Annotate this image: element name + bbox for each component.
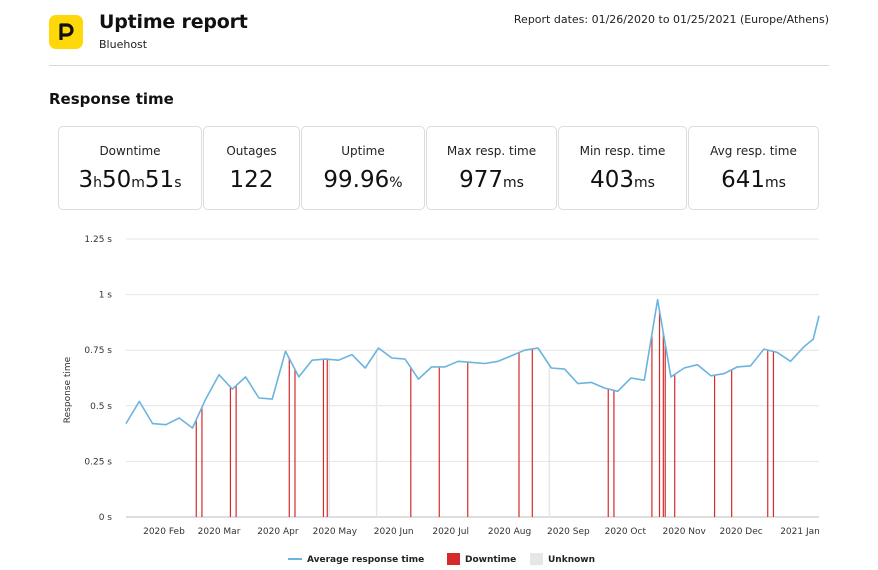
min-resp-card: Min resp. time 403ms [558, 126, 687, 210]
uptime-number: 99.96 [323, 167, 390, 193]
min-resp-label: Min resp. time [579, 144, 666, 158]
x-tick-label: 2020 Nov [663, 527, 707, 537]
x-tick-label: 2020 Aug [488, 527, 531, 537]
downtime-label: Downtime [99, 144, 161, 158]
downtime-seconds-unit: s [174, 175, 182, 191]
x-tick-label: 2020 Dec [720, 527, 763, 537]
header-divider [49, 65, 829, 66]
y-axis-title: Response time [63, 356, 73, 423]
downtime-minutes: 50 [102, 167, 132, 193]
outages-card: Outages 122 [203, 126, 300, 210]
y-tick-label: 0.25 s [84, 457, 112, 467]
downtime-hours: 3 [78, 167, 94, 193]
y-tick-label: 0.5 s [90, 402, 112, 412]
max-resp-label: Max resp. time [446, 144, 537, 158]
downtime-value: 3h50m51s [59, 167, 201, 193]
brand-p-logo-icon [59, 23, 74, 40]
downtime-seconds: 51 [144, 167, 175, 193]
x-tick-label: 2020 Mar [198, 527, 241, 537]
report-dates: Report dates: 01/26/2020 to 01/25/2021 (… [513, 13, 829, 26]
max-resp-unit: ms [502, 175, 524, 191]
uptime-value: 99.96% [302, 167, 424, 193]
monitor-name: Bluehost [99, 38, 148, 51]
outages-value: 122 [229, 167, 274, 193]
x-tick-label: 2020 Feb [143, 527, 185, 537]
x-tick-label: 2020 Jul [432, 527, 469, 537]
y-tick-label: 1.25 s [84, 235, 112, 245]
downtime-minutes-unit: m [131, 175, 145, 191]
response-time-line [125, 298, 820, 429]
max-resp-value: 977ms [427, 167, 556, 193]
uptime-card: Uptime 99.96% [301, 126, 425, 210]
outages-label: Outages [226, 144, 277, 158]
x-tick-label: 2020 Sep [547, 527, 590, 537]
uptime-label: Uptime [341, 144, 385, 158]
min-resp-value: 403ms [559, 167, 686, 193]
downtime-hours-unit: h [93, 175, 102, 191]
min-resp-number: 403 [590, 167, 634, 193]
legend-label-downtime: Downtime [465, 555, 516, 565]
avg-resp-card: Avg resp. time 641ms [688, 126, 819, 210]
legend-unknown-swatch [530, 553, 543, 565]
legend-downtime-swatch [447, 553, 460, 565]
avg-resp-label: Avg resp. time [710, 144, 797, 158]
x-tick-label: 2021 Jan [780, 527, 820, 537]
avg-resp-unit: ms [764, 175, 786, 191]
brand-logo [49, 15, 83, 49]
section-title: Response time [49, 90, 174, 108]
y-tick-label: 1 s [99, 291, 113, 301]
max-resp-card: Max resp. time 977ms [426, 126, 557, 210]
x-tick-label: 2020 Oct [605, 527, 647, 537]
x-tick-label: 2020 Jun [374, 527, 414, 537]
max-resp-number: 977 [459, 167, 503, 193]
y-tick-label: 0.75 s [84, 346, 112, 356]
x-tick-label: 2020 May [313, 527, 358, 537]
avg-resp-value: 641ms [689, 167, 818, 193]
min-resp-unit: ms [633, 175, 655, 191]
avg-resp-number: 641 [721, 167, 765, 193]
legend-label-avg: Average response time [307, 555, 424, 565]
uptime-unit: % [389, 175, 403, 191]
x-tick-label: 2020 Apr [257, 527, 299, 537]
legend-label-unknown: Unknown [548, 555, 595, 565]
report-title: Uptime report [99, 11, 248, 33]
downtime-card: Downtime 3h50m51s [58, 126, 202, 210]
y-tick-label: 0 s [99, 513, 113, 523]
